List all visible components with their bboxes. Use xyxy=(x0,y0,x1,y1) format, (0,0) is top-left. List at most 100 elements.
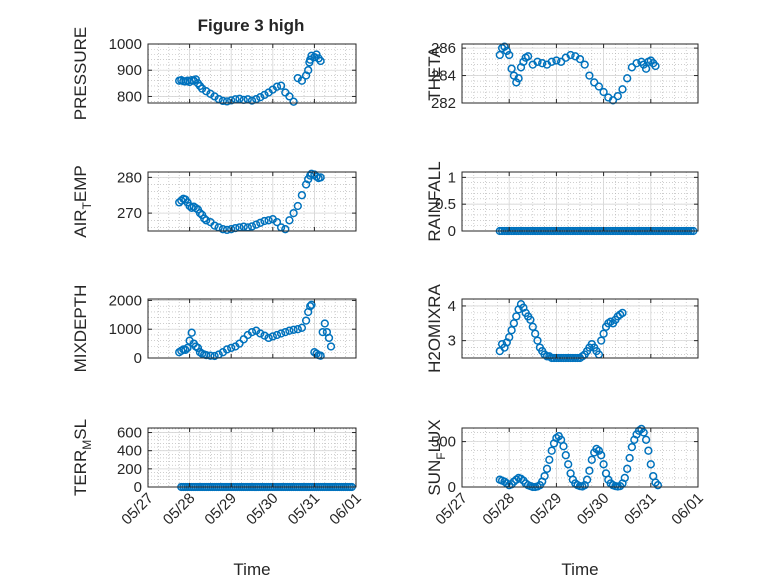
data-point xyxy=(564,460,573,469)
data-point xyxy=(538,59,547,68)
figure-title: Figure 3 high xyxy=(198,16,305,35)
data-point xyxy=(181,345,190,355)
data-point xyxy=(264,333,273,343)
y-axis-label: PRESSURE xyxy=(71,27,90,121)
data-point xyxy=(639,428,648,437)
data-point xyxy=(297,76,307,85)
axes-box xyxy=(461,298,699,359)
data-point xyxy=(260,216,269,226)
data-point xyxy=(256,218,265,227)
data-point xyxy=(218,225,228,234)
data-point xyxy=(227,343,236,353)
data-point xyxy=(507,326,516,335)
data-point xyxy=(206,351,215,360)
data-point xyxy=(247,222,257,231)
y-axis-label: SUNFLUX xyxy=(425,419,448,495)
data-point xyxy=(509,319,519,328)
data-point xyxy=(566,50,575,60)
data-point xyxy=(519,57,528,66)
axes-box xyxy=(147,427,357,488)
data-point xyxy=(585,71,594,80)
data-point xyxy=(594,82,604,91)
data-point xyxy=(618,85,627,94)
data-point xyxy=(528,322,537,331)
y-axis-label: TERRMSL xyxy=(71,419,94,496)
data-point xyxy=(552,56,561,65)
data-point xyxy=(500,42,509,51)
data-point xyxy=(285,92,294,101)
data-point xyxy=(324,333,334,343)
x-axis-label: Time xyxy=(561,560,598,579)
y-tick-label: 282 xyxy=(431,95,456,112)
data-point xyxy=(285,216,294,225)
data-point xyxy=(620,473,629,483)
data-point xyxy=(227,225,236,234)
y-tick-label: 1000 xyxy=(109,321,142,338)
subplot-mixdepth: 0 1000 2000 MIXDEPTH xyxy=(71,285,357,372)
data-point xyxy=(264,216,273,225)
data-point xyxy=(625,453,634,463)
y-axis-label: H2OMIXRA xyxy=(425,283,444,372)
x-axis-label: Time xyxy=(233,560,270,579)
data-point xyxy=(533,336,542,345)
y-tick-label: 3 xyxy=(448,333,456,350)
data-point xyxy=(316,173,325,182)
data-point xyxy=(289,325,298,334)
y-tick-label: 2000 xyxy=(109,292,142,309)
y-tick-label: 500 xyxy=(431,434,456,451)
data-point xyxy=(547,446,556,455)
data-point xyxy=(260,331,269,340)
data-point xyxy=(641,435,651,444)
y-tick-label: 400 xyxy=(117,443,142,460)
data-point xyxy=(281,225,290,234)
data-point xyxy=(512,78,521,87)
data-point xyxy=(293,201,302,211)
plot-area xyxy=(148,428,356,487)
data-point xyxy=(653,481,663,490)
data-point xyxy=(289,208,298,218)
data-point xyxy=(627,442,637,452)
data-point xyxy=(272,82,282,91)
plot-area xyxy=(148,44,356,103)
data-point xyxy=(531,329,540,338)
data-point xyxy=(507,64,516,73)
data-point xyxy=(580,60,589,69)
data-point xyxy=(276,81,286,90)
data-point xyxy=(505,333,514,342)
data-point xyxy=(276,329,286,338)
data-point xyxy=(613,91,622,101)
data-point xyxy=(193,343,203,353)
data-point xyxy=(575,54,585,64)
y-tick-label: 286 xyxy=(431,40,456,57)
y-tick-label: 0 xyxy=(448,479,456,496)
y-tick-label: 200 xyxy=(117,461,142,478)
data-point xyxy=(512,312,521,321)
data-point xyxy=(316,56,325,66)
subplot-air-temp: 270 280 AIRTEMP xyxy=(71,165,357,238)
data-point xyxy=(247,327,257,337)
data-point xyxy=(272,330,282,340)
data-point xyxy=(218,96,228,106)
data-point xyxy=(210,351,219,361)
data-point xyxy=(222,345,232,354)
data-point xyxy=(222,225,232,235)
data-point xyxy=(235,339,244,348)
data-point xyxy=(644,446,653,455)
data-point xyxy=(533,57,542,66)
data-point xyxy=(195,208,205,218)
data-point xyxy=(561,451,570,460)
data-point xyxy=(505,50,514,60)
data-point xyxy=(316,351,325,360)
y-tick-label: 4 xyxy=(448,298,456,315)
y-tick-label: 900 xyxy=(117,62,142,79)
data-point xyxy=(289,97,298,106)
data-point xyxy=(202,216,211,225)
data-point xyxy=(597,451,606,460)
data-point xyxy=(183,343,192,353)
data-point xyxy=(326,342,336,351)
data-point xyxy=(627,63,637,72)
axes-box xyxy=(147,298,357,359)
data-point xyxy=(231,223,240,233)
